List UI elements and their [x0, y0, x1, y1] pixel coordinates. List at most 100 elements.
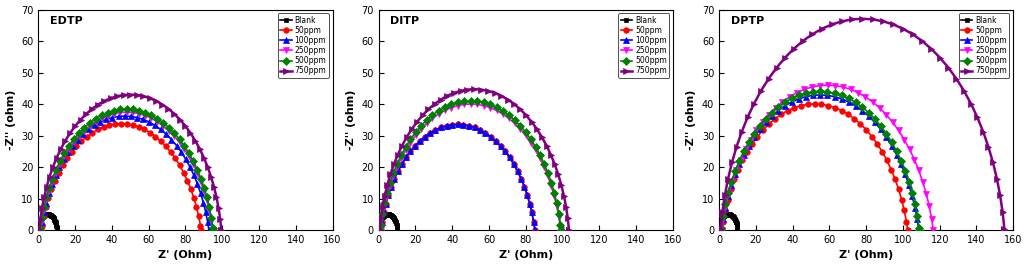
- 250ppm: [886, 120, 898, 124]
- 750ppm: [530, 128, 543, 131]
- 250ppm: [750, 129, 763, 132]
- 100ppm: [175, 151, 187, 154]
- 500ppm: [733, 159, 745, 163]
- Blank: [713, 223, 726, 226]
- 250ppm: [880, 113, 892, 116]
- 100ppm: [518, 185, 530, 188]
- 500ppm: [542, 172, 554, 175]
- 100ppm: [807, 94, 819, 97]
- 750ppm: [998, 228, 1011, 232]
- Blank: [391, 223, 403, 226]
- 100ppm: [131, 116, 143, 119]
- 750ppm: [958, 89, 970, 92]
- 250ppm: [451, 104, 464, 107]
- Blank: [379, 213, 392, 216]
- 750ppm: [741, 116, 754, 119]
- 250ppm: [465, 102, 477, 106]
- 750ppm: [396, 144, 408, 147]
- Blank: [373, 224, 386, 227]
- 250ppm: [554, 228, 566, 232]
- 500ppm: [133, 109, 145, 112]
- 250ppm: [726, 180, 738, 184]
- Blank: [38, 214, 50, 217]
- 500ppm: [821, 90, 834, 93]
- 100ppm: [469, 126, 481, 129]
- 100ppm: [725, 184, 737, 187]
- 50ppm: [741, 150, 754, 153]
- 50ppm: [463, 124, 475, 127]
- 50ppm: [715, 228, 728, 232]
- 250ppm: [120, 110, 133, 114]
- 100ppm: [880, 136, 892, 139]
- 100ppm: [511, 169, 523, 173]
- 50ppm: [109, 123, 121, 126]
- 500ppm: [760, 117, 772, 120]
- 100ppm: [760, 121, 772, 124]
- Line: 500ppm: 500ppm: [37, 106, 216, 233]
- 50ppm: [70, 145, 82, 148]
- 100ppm: [900, 173, 912, 176]
- 50ppm: [149, 135, 161, 138]
- 50ppm: [781, 109, 794, 112]
- 50ppm: [871, 142, 883, 146]
- 50ppm: [795, 104, 807, 107]
- Blank: [714, 220, 727, 223]
- 750ppm: [429, 102, 441, 106]
- 50ppm: [895, 198, 908, 201]
- Blank: [382, 213, 395, 216]
- 500ppm: [545, 181, 557, 185]
- 750ppm: [423, 108, 435, 111]
- 500ppm: [909, 202, 921, 206]
- 100ppm: [418, 135, 431, 138]
- 500ppm: [875, 124, 887, 128]
- Line: Blank: Blank: [36, 212, 59, 232]
- 500ppm: [778, 101, 791, 104]
- 750ppm: [435, 98, 447, 101]
- 750ppm: [214, 217, 226, 220]
- Blank: [729, 218, 741, 221]
- Line: 100ppm: 100ppm: [38, 113, 212, 233]
- 500ppm: [420, 119, 433, 122]
- 250ppm: [34, 228, 46, 232]
- 100ppm: [404, 150, 416, 153]
- 750ppm: [495, 94, 508, 97]
- Blank: [390, 222, 402, 225]
- Line: 100ppm: 100ppm: [719, 92, 922, 233]
- 100ppm: [525, 211, 538, 214]
- 100ppm: [717, 218, 729, 221]
- Blank: [50, 228, 63, 232]
- Line: 500ppm: 500ppm: [719, 89, 922, 233]
- Blank: [43, 213, 56, 216]
- Blank: [721, 213, 733, 216]
- 50ppm: [725, 188, 737, 191]
- 500ppm: [849, 101, 861, 104]
- Blank: [713, 222, 726, 225]
- 750ppm: [825, 23, 838, 26]
- 750ppm: [36, 206, 48, 209]
- 100ppm: [143, 120, 155, 124]
- 250ppm: [206, 219, 218, 222]
- 100ppm: [523, 202, 536, 205]
- Blank: [719, 214, 731, 217]
- 50ppm: [48, 179, 61, 182]
- 750ppm: [211, 196, 223, 199]
- 750ppm: [933, 56, 946, 59]
- Blank: [50, 227, 63, 231]
- 750ppm: [887, 23, 900, 26]
- 750ppm: [454, 89, 467, 93]
- 250ppm: [439, 109, 451, 112]
- 100ppm: [903, 184, 915, 187]
- 100ppm: [413, 139, 426, 143]
- Line: 100ppm: 100ppm: [378, 122, 538, 233]
- 500ppm: [519, 131, 531, 134]
- 50ppm: [808, 102, 820, 106]
- Blank: [380, 213, 393, 216]
- 750ppm: [562, 228, 575, 231]
- 50ppm: [722, 198, 734, 201]
- 250ppm: [844, 88, 856, 91]
- 100ppm: [389, 177, 401, 180]
- 750ppm: [441, 94, 453, 97]
- 250ppm: [821, 84, 834, 87]
- 100ppm: [197, 201, 210, 204]
- 50ppm: [389, 177, 401, 180]
